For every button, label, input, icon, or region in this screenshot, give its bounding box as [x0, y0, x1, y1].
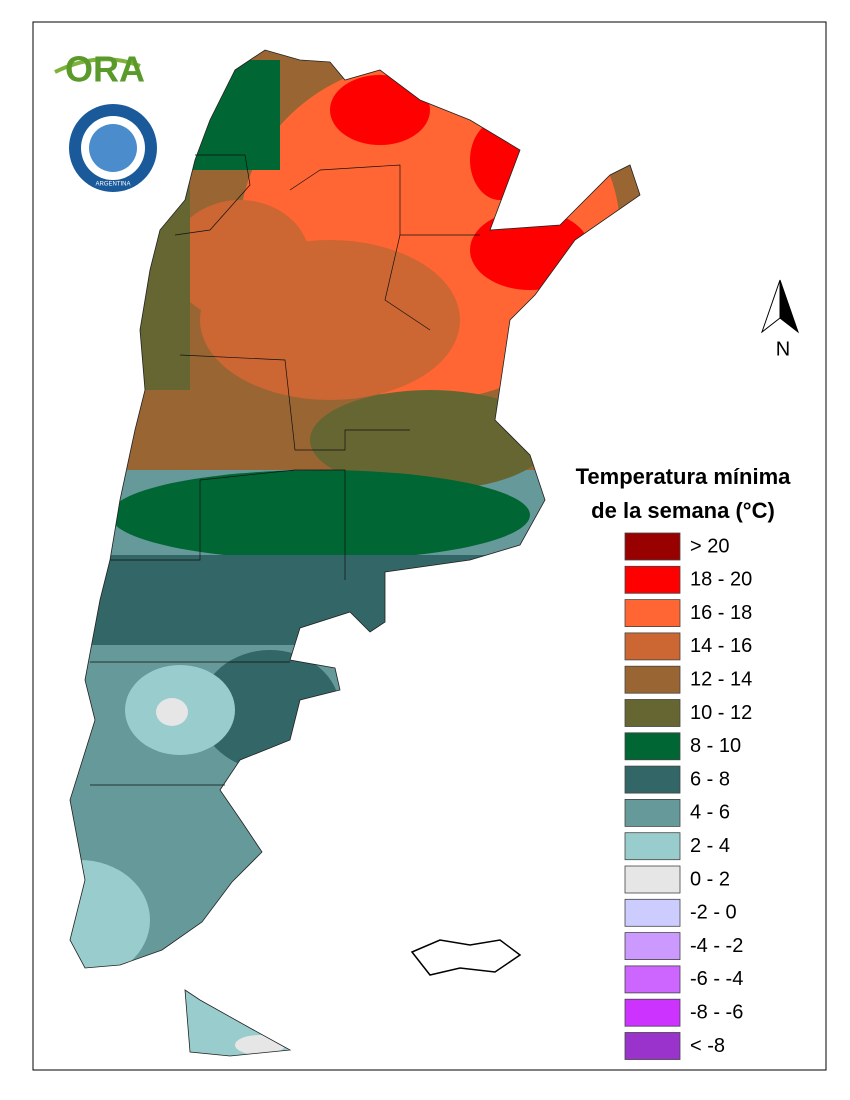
arrow-left — [760, 279, 781, 334]
legend-swatch — [624, 732, 681, 761]
legend-label: 14 - 16 — [690, 635, 752, 657]
legend-swatch — [624, 665, 681, 694]
legend-label: 6 - 8 — [690, 768, 730, 790]
legend-swatch — [624, 799, 681, 827]
legend-swatch — [624, 898, 681, 927]
logo: ORA ARGENTINA — [54, 49, 157, 192]
logo-swoosh — [54, 57, 141, 74]
legend-swatch — [624, 765, 681, 794]
logo-text: ORA — [65, 49, 145, 90]
north-label: N — [776, 338, 790, 360]
legend-label: -4 - -2 — [690, 935, 743, 957]
legend-label: 0 - 2 — [690, 868, 730, 890]
seal-text: ARGENTINA — [95, 182, 130, 188]
legend-swatch — [624, 699, 681, 727]
legend-swatch — [624, 865, 681, 894]
legend-label: -2 - 0 — [690, 902, 737, 924]
islands — [410, 939, 522, 976]
legend-label: 2 - 4 — [690, 835, 730, 857]
north-arrow: N — [760, 279, 800, 360]
legend-swatch — [624, 1032, 681, 1060]
legend: Temperatura mínima de la semana (°C) > 2… — [576, 464, 792, 1060]
legend-label: 10 - 12 — [690, 702, 752, 724]
legend-label: 4 - 6 — [690, 802, 730, 824]
legend-label: < -8 — [690, 1035, 725, 1057]
legend-swatch — [624, 965, 681, 994]
legend-label: 8 - 10 — [690, 735, 741, 757]
legend-swatch — [624, 565, 681, 594]
legend-swatch — [624, 998, 681, 1027]
legend-swatch — [624, 932, 681, 960]
seal-globe — [89, 124, 137, 172]
legend-swatch — [624, 832, 681, 861]
legend-label: 18 - 20 — [690, 569, 752, 591]
legend-swatch — [624, 599, 681, 627]
province-borders — [90, 154, 480, 786]
legend-label: > 20 — [690, 535, 729, 557]
legend-swatch — [624, 632, 681, 661]
legend-title: Temperatura mínima — [576, 464, 792, 489]
legend-swatch — [624, 532, 681, 561]
legend-label: 16 - 18 — [690, 602, 752, 624]
legend-label: -6 - -4 — [690, 968, 743, 990]
legend-title: de la semana (°C) — [591, 498, 775, 523]
arrow-right — [779, 279, 800, 334]
legend-label: -8 - -6 — [690, 1001, 743, 1023]
country-outline — [69, 49, 641, 1057]
frame — [32, 21, 827, 1071]
legend-label: 12 - 14 — [690, 668, 752, 690]
